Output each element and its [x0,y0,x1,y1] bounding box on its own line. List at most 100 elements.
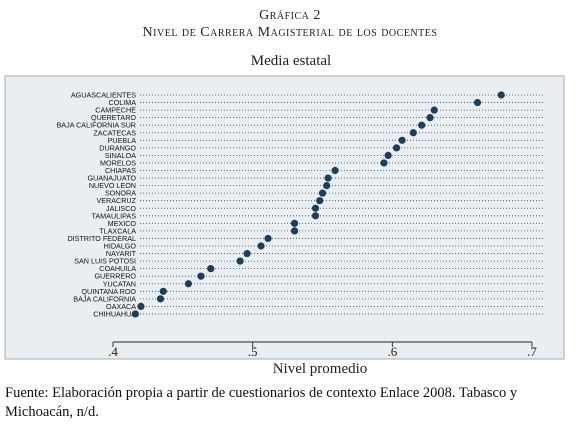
chart-row: NUEVO LEON [89,181,545,190]
category-label: MORELOS [100,158,136,167]
data-point [159,287,167,295]
figure-footnote: Fuente: Elaboración propia a partir de c… [5,385,518,420]
data-point [131,310,139,318]
category-label: GUERRERO [94,272,136,281]
chart-row: QUINTANA ROO [81,287,545,296]
data-point [184,280,193,288]
x-tick-label: .5 [248,344,258,359]
data-point [264,234,272,243]
data-point [290,227,299,235]
data-point [398,136,406,144]
category-label: SINALOA [105,151,136,160]
category-label: BAJA CALIFORNIA SUR [57,121,136,130]
chart-row: CAMPECHE [95,106,545,115]
x-axis-label: Nivel promedio [273,361,368,377]
category-label: COLIMA [108,98,136,107]
category-label: COAHUILA [99,264,136,273]
data-point [331,166,339,175]
chart-row: BAJA CALIFORNIA [73,294,545,303]
chart-row: DISTRITO FEDERAL [67,234,545,243]
chart-row: PUEBLA [108,136,545,145]
chart-row: CHIHUAHUA [93,309,545,318]
data-point [137,302,145,310]
chart-row: YUCATAN [103,279,545,288]
category-label: YUCATAN [103,279,136,288]
category-label: BAJA CALIFORNIA [73,294,136,303]
category-label: OAXACA [106,302,136,311]
chart-row: SINALOA [105,151,545,160]
category-label: NUEVO LEON [89,181,136,190]
chart-row: MEXICO [108,219,545,228]
category-label: QUERETARO [91,113,136,122]
data-point [497,91,505,99]
data-point [311,212,320,220]
chart-row: HIDALGO [104,242,545,251]
category-label: HIDALGO [104,242,137,251]
chart-row: OAXACA [106,302,545,311]
chart-row: COLIMA [108,98,545,107]
category-label: GUANAJUATO [88,174,137,183]
chart-row: NAYARIT [106,249,545,258]
figure-label: Gráfica 2 [259,8,321,23]
data-point [257,242,265,250]
data-point [243,249,251,258]
data-point [418,121,426,129]
figure-heading: Nivel de Carrera Magisterial de los doce… [142,25,438,40]
category-label: QUINTANA ROO [81,287,136,296]
chart-row: QUERETARO [91,113,545,122]
data-point [430,106,438,114]
chart-rows: AGUASCALIENTESCOLIMACAMPECHEQUERETAROBAJ… [57,91,545,318]
chart-row: ZACATECAS [93,128,545,137]
chart-row: SONORA [105,189,545,198]
chart-row: TAMAULIPAS [92,211,545,220]
chart-row: JALISCO [106,204,545,213]
category-label: VERACRUZ [96,196,136,205]
dot-plot-chart: Media estatal AGUASCALIENTESCOLIMACAMPEC… [4,53,565,377]
chart-row: MORELOS [100,158,545,167]
chart-row: COAHUILA [99,264,545,273]
chart-row: VERACRUZ [96,196,545,205]
category-label: SAN LUIS POTOSI [74,257,136,266]
data-point [384,151,392,159]
category-label: JALISCO [106,204,136,213]
data-point [426,114,434,122]
category-label: NAYARIT [106,249,137,258]
x-tick-label: .4 [108,344,118,359]
data-point [323,182,331,190]
x-tick-label: .6 [387,344,397,359]
category-label: CHIHUAHUA [93,309,136,318]
data-point [236,257,244,265]
category-label: CAMPECHE [95,106,136,115]
data-point [316,197,324,205]
data-point [290,219,299,227]
plot-area [4,75,565,360]
data-point [392,144,401,152]
data-point [311,204,320,212]
chart-subtitle: Media estatal [251,53,331,69]
chart-row: SAN LUIS POTOSI [74,257,545,266]
category-label: CHIAPAS [105,166,136,175]
data-point [324,174,332,182]
data-point [318,189,327,197]
chart-row: BAJA CALIFORNIA SUR [57,121,545,130]
data-point [156,295,165,303]
chart-row: CHIAPAS [105,166,545,175]
data-point [197,272,205,280]
x-axis: .4 .5 .6 .7 [108,341,537,359]
data-point [409,129,417,137]
chart-row: TLAXCALA [99,226,545,235]
category-label: ZACATECAS [93,128,136,137]
chart-row: GUANAJUATO [88,174,545,183]
chart-row: GUERRERO [94,272,545,281]
category-label: SONORA [105,189,136,198]
category-label: AGUASCALIENTES [71,91,136,100]
category-label: TAMAULIPAS [92,211,137,220]
category-label: MEXICO [108,219,137,228]
x-tick-label: .7 [527,344,537,359]
data-point [473,98,482,107]
chart-row: AGUASCALIENTES [71,91,545,100]
chart-row: DURANGO [99,143,545,152]
category-label: DISTRITO FEDERAL [67,234,136,243]
data-point [207,265,215,273]
